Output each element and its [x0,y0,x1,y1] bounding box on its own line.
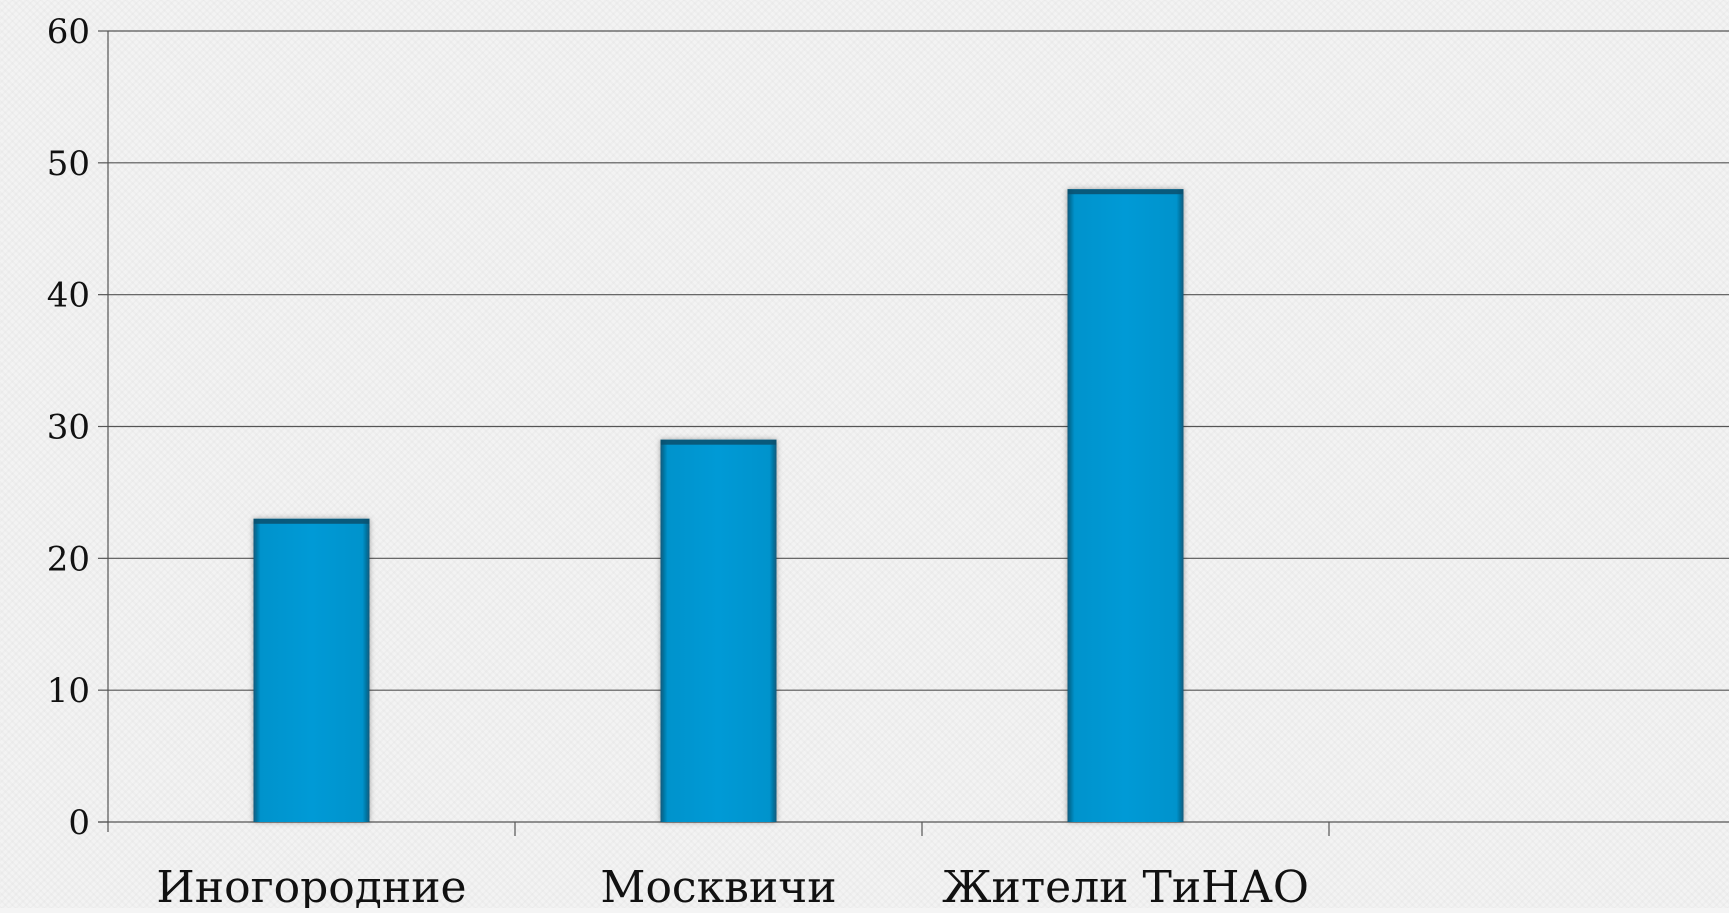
axis-labels: 0 10 20 30 40 50 60 Иногородние Москвичи Жители Т… [47,12,1309,913]
bar-1 [253,518,370,822]
gridlines [108,30,1729,691]
y-tick-label: 10 [47,671,90,711]
bar-2 [660,439,777,822]
y-tick-label: 0 [68,803,90,843]
bar-3 [1067,189,1184,822]
bar-top-edge [660,439,777,445]
bar-top-edge [1067,189,1184,195]
axes [98,30,1729,836]
x-category-label: Москвичи [600,862,836,908]
x-category-label: Жители ТиНАО [942,862,1309,908]
y-tick-label: 50 [47,144,90,184]
y-tick-label: 20 [47,539,90,579]
bar-rect [660,439,777,822]
x-category-label: Иногородние [156,862,466,908]
bars [253,189,1184,822]
bar-rect [1067,189,1184,822]
y-tick-label: 40 [47,276,90,316]
y-tick-label: 30 [47,408,90,448]
bar-top-edge [253,518,370,524]
y-tick-label: 60 [47,12,90,52]
bar-rect [253,518,370,822]
